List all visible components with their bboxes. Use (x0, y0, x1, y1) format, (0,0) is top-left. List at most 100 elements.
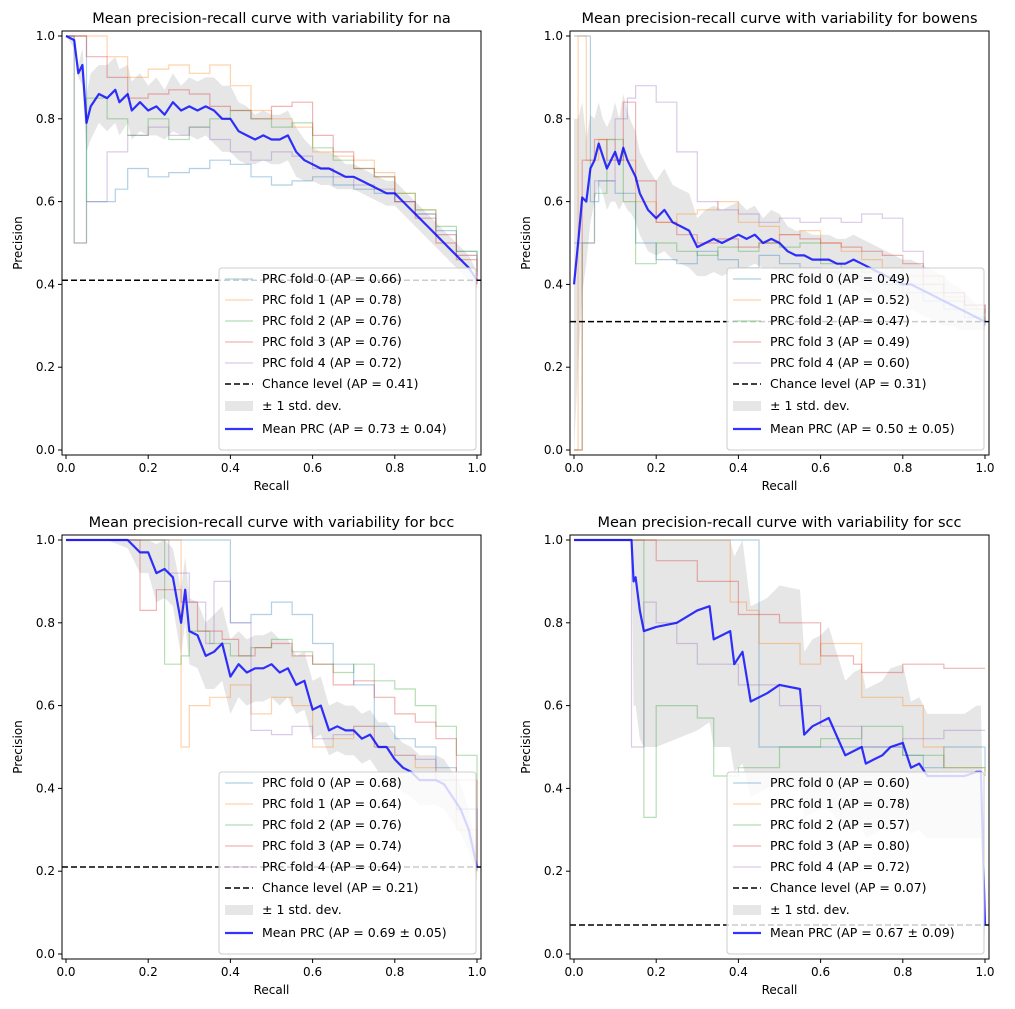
fold-curve-0 (66, 539, 478, 863)
chart-title: Mean precision-recall curve with variabi… (92, 11, 451, 27)
legend-label: PRC fold 3 (AP = 0.49) (770, 334, 910, 349)
legend-label: PRC fold 1 (AP = 0.78) (262, 292, 402, 307)
y-tick-label: 0.6 (36, 195, 55, 209)
x-tick-label: 0.2 (139, 461, 158, 475)
x-tick-label: 0.0 (564, 965, 583, 979)
legend-label: PRC fold 2 (AP = 0.76) (262, 313, 402, 328)
axes-frame (61, 534, 482, 960)
std-band (66, 36, 477, 289)
y-axis-label: Precision (11, 216, 25, 270)
chart-title: Mean precision-recall curve with variabi… (597, 515, 961, 531)
legend-box (726, 771, 985, 955)
y-tick-label: 1.0 (36, 29, 55, 43)
y-tick-label: 0.4 (544, 277, 563, 291)
legend-label: PRC fold 1 (AP = 0.64) (262, 796, 402, 811)
legend-label: Chance level (AP = 0.07) (770, 880, 927, 895)
legend-label: PRC fold 0 (AP = 0.60) (770, 775, 910, 790)
x-tick-label: 0.2 (139, 965, 158, 979)
mean-curve (65, 35, 478, 281)
y-tick-label: 0.0 (544, 443, 563, 457)
std-band (574, 540, 985, 938)
axes-frame (569, 534, 990, 960)
legend-label: PRC fold 0 (AP = 0.66) (262, 271, 402, 286)
legend-label: ± 1 std. dev. (770, 902, 850, 917)
y-tick-label: 0.8 (544, 112, 563, 126)
legend-label: Mean PRC (AP = 0.69 ± 0.05) (262, 925, 447, 940)
axes-frame (61, 30, 482, 456)
fold-curve-0 (66, 35, 478, 277)
x-axis-label: Recall (254, 479, 290, 493)
legend-label: PRC fold 4 (AP = 0.64) (262, 859, 402, 874)
x-tick-label: 1.0 (467, 461, 486, 475)
x-tick-label: 0.4 (221, 965, 240, 979)
legend-label: Chance level (AP = 0.31) (770, 376, 927, 391)
x-tick-label: 0.6 (811, 461, 830, 475)
x-tick-label: 1.0 (467, 965, 486, 979)
legend-label: PRC fold 4 (AP = 0.60) (770, 355, 910, 370)
fold-curve-0 (574, 539, 986, 769)
legend-label: PRC fold 2 (AP = 0.57) (770, 817, 910, 832)
chart-title: Mean precision-recall curve with variabi… (581, 11, 977, 27)
fold-curve-3 (66, 35, 478, 285)
x-axis-label: Recall (762, 479, 798, 493)
y-tick-label: 0.0 (36, 947, 55, 961)
x-tick-label: 0.2 (647, 965, 666, 979)
fold-curve-2 (574, 539, 986, 818)
legend-label: Mean PRC (AP = 0.50 ± 0.05) (770, 421, 955, 436)
legend-box (218, 267, 477, 451)
y-tick-label: 0.8 (544, 616, 563, 630)
y-tick-label: 0.2 (36, 360, 55, 374)
x-tick-label: 0.4 (729, 461, 748, 475)
x-axis-label: Recall (762, 983, 798, 997)
y-tick-label: 0.6 (36, 699, 55, 713)
fold-curve-3 (574, 101, 986, 451)
y-axis-label: Precision (11, 720, 25, 774)
axes-frame (569, 30, 990, 456)
y-tick-label: 0.4 (544, 781, 563, 795)
x-tick-label: 0.0 (56, 965, 75, 979)
legend-label: PRC fold 1 (AP = 0.52) (770, 292, 910, 307)
x-tick-label: 1.0 (975, 461, 994, 475)
legend-label: Mean PRC (AP = 0.73 ± 0.04) (262, 421, 447, 436)
y-tick-label: 0.8 (36, 616, 55, 630)
fold-curve-4 (66, 35, 478, 277)
fold-curve-3 (66, 539, 478, 868)
legend-label: PRC fold 3 (AP = 0.76) (262, 334, 402, 349)
legend-label: PRC fold 3 (AP = 0.80) (770, 838, 910, 853)
y-tick-label: 1.0 (544, 533, 563, 547)
legend-swatch-std (733, 905, 761, 915)
y-tick-label: 0.0 (544, 947, 563, 961)
fold-curve-2 (66, 539, 478, 863)
legend-label: PRC fold 4 (AP = 0.72) (770, 859, 910, 874)
y-tick-label: 0.6 (544, 699, 563, 713)
fold-curve-1 (66, 35, 478, 285)
x-tick-label: 0.8 (385, 461, 404, 475)
x-tick-label: 0.0 (56, 461, 75, 475)
fold-curve-3 (574, 539, 985, 674)
y-tick-label: 0.8 (36, 112, 55, 126)
x-tick-label: 0.8 (385, 965, 404, 979)
x-tick-label: 0.8 (893, 965, 912, 979)
y-tick-label: 0.2 (544, 360, 563, 374)
y-tick-label: 1.0 (544, 29, 563, 43)
fold-curve-1 (66, 539, 478, 872)
y-tick-label: 0.2 (544, 864, 563, 878)
chart-panel-2: 0.0 0.2 0.4 0.6 0.8 1.0 0.0 0.2 0.4 0.6 0.8 1.0 Reca… (11, 515, 487, 997)
legend-swatch-std (225, 905, 253, 915)
y-tick-label: 0.4 (36, 277, 55, 291)
legend-label: PRC fold 1 (AP = 0.78) (770, 796, 910, 811)
fold-curve-4 (66, 539, 478, 872)
legend-label: PRC fold 4 (AP = 0.72) (262, 355, 402, 370)
y-tick-label: 0.2 (36, 864, 55, 878)
legend-label: Mean PRC (AP = 0.67 ± 0.09) (770, 925, 955, 940)
legend-label: PRC fold 2 (AP = 0.76) (262, 817, 402, 832)
x-tick-label: 0.6 (811, 965, 830, 979)
fold-curve-1 (574, 539, 986, 772)
x-tick-label: 0.4 (221, 461, 240, 475)
legend-label: PRC fold 0 (AP = 0.49) (770, 271, 910, 286)
legend-label: PRC fold 2 (AP = 0.47) (770, 313, 910, 328)
y-tick-label: 0.0 (36, 443, 55, 457)
chart-panel-0: 0.0 0.2 0.4 0.6 0.8 1.0 0.0 0.2 0.4 0.6 0.8 1.0 Reca… (11, 11, 487, 493)
y-tick-label: 0.4 (36, 781, 55, 795)
